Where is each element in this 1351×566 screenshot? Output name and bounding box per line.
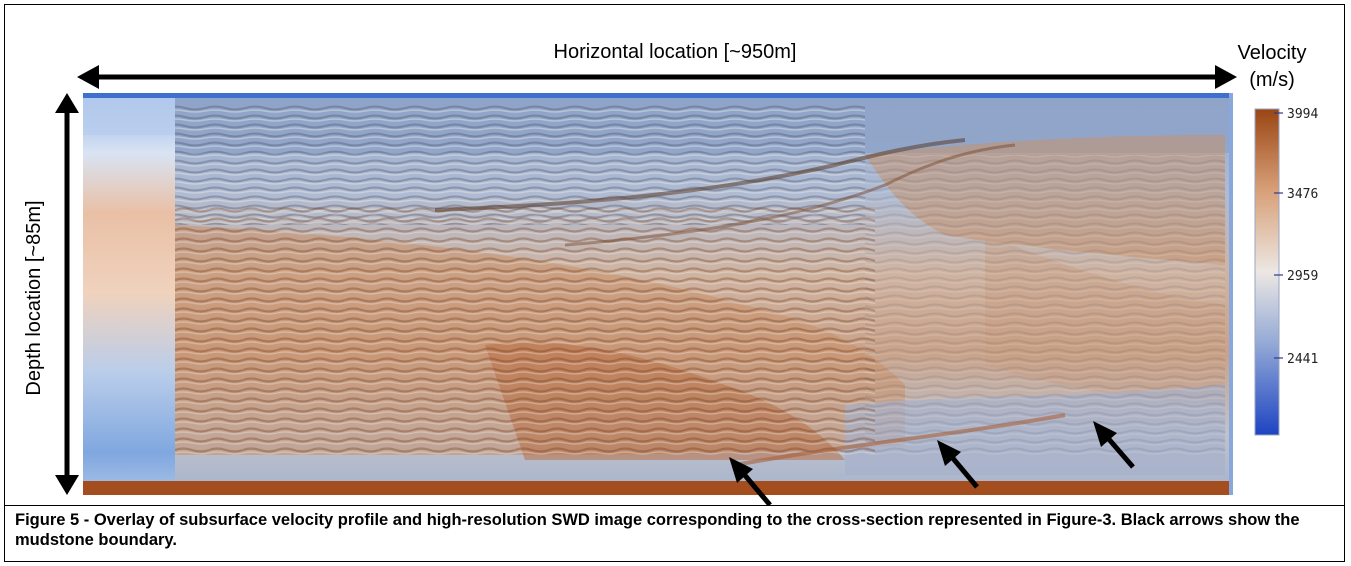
colorbar: 3994 3476 2959 2441 xyxy=(1254,107,1318,436)
figure-graphics: 3994 3476 2959 2441 xyxy=(55,65,1318,505)
horizontal-axis-title: Horizontal location [~950m] xyxy=(553,41,797,63)
colorbar-tick-label: 3476 xyxy=(1287,187,1318,202)
colorbar-tick-label: 2959 xyxy=(1287,269,1318,284)
boundary-arrow xyxy=(1093,421,1135,469)
colorbar-title: Velocity xyxy=(1237,42,1307,64)
vertical-extent-arrow xyxy=(55,93,79,495)
colorbar-tick-label: 3994 xyxy=(1287,107,1318,122)
colorbar-ticks: 3994 3476 2959 2441 xyxy=(1274,107,1318,367)
colorbar-tick-label: 2441 xyxy=(1287,352,1318,367)
figure-frame: 3994 3476 2959 2441 Horizontal location … xyxy=(4,4,1345,562)
vertical-axis-title: Depth location [~85m] xyxy=(23,200,45,396)
velocity-image xyxy=(83,93,1233,495)
horizontal-extent-arrow xyxy=(77,65,1237,89)
mudstone-boundary-arrows xyxy=(729,421,1135,505)
figure-area: 3994 3476 2959 2441 Horizontal location … xyxy=(5,5,1344,506)
figure-caption: Figure 5 - Overlay of subsurface velocit… xyxy=(15,511,1300,549)
boundary-arrow xyxy=(729,457,772,505)
colorbar-unit: (m/s) xyxy=(1249,69,1295,91)
boundary-arrow xyxy=(937,440,979,489)
